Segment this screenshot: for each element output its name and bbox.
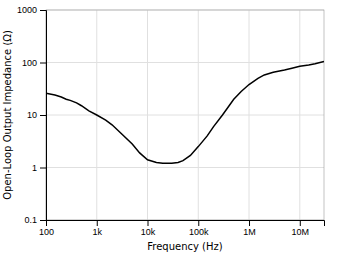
x-axis-tick: 10M bbox=[292, 220, 310, 237]
y-axis-tick-mark bbox=[40, 220, 46, 221]
grid-line-y bbox=[46, 115, 324, 116]
y-axis-tick-mark bbox=[40, 10, 46, 11]
x-axis-title: Frequency (Hz) bbox=[147, 241, 223, 252]
x-axis-tick-label: 100k bbox=[189, 227, 209, 237]
y-axis-tick-mark bbox=[40, 115, 46, 116]
x-axis-tick-mark bbox=[97, 220, 98, 226]
impedance-line bbox=[46, 61, 324, 163]
y-axis-tick-label: 1 bbox=[32, 163, 37, 173]
y-axis-tick-label: 0.1 bbox=[24, 215, 37, 225]
y-axis-tick: 10 bbox=[27, 110, 46, 120]
y-axis-tick-label: 100 bbox=[22, 58, 37, 68]
x-axis-tick-mark bbox=[198, 220, 199, 226]
x-axis-tick: 100 bbox=[39, 220, 54, 237]
x-axis-tick-label: 1k bbox=[92, 227, 102, 237]
x-axis-tick-label: 100 bbox=[39, 227, 54, 237]
x-axis-tick-mark bbox=[300, 220, 301, 226]
x-axis-tick: 1M bbox=[243, 220, 256, 237]
grid-line-y bbox=[46, 167, 324, 168]
y-axis: 0.1 1 10 100 1000 bbox=[17, 5, 47, 225]
plot-area: 100 1k 10k 100k 1M 10M 0.1 1 10 100 1000 bbox=[17, 5, 325, 237]
y-axis-tick-label: 1000 bbox=[17, 5, 37, 15]
y-axis-title: Open-Loop Output Impedance (Ω) bbox=[2, 30, 13, 200]
series bbox=[46, 61, 324, 163]
x-axis-tick-label: 10k bbox=[141, 227, 156, 237]
y-axis-tick-mark bbox=[40, 168, 46, 169]
grid bbox=[46, 10, 324, 220]
x-axis-tick-label: 1M bbox=[243, 227, 256, 237]
y-axis-tick-label: 10 bbox=[27, 110, 37, 120]
x-axis: 100 1k 10k 100k 1M 10M bbox=[39, 220, 325, 237]
x-axis-tick-mark bbox=[148, 220, 149, 226]
y-axis-tick: 1000 bbox=[17, 5, 46, 15]
y-axis-tick-mark bbox=[40, 63, 46, 64]
y-axis-tick: 1 bbox=[32, 163, 46, 173]
plot-frame bbox=[46, 10, 324, 220]
y-axis-tick: 100 bbox=[22, 58, 46, 68]
x-axis-tick: 100k bbox=[189, 220, 209, 237]
x-axis-tick: 10k bbox=[141, 220, 156, 237]
grid-line-y bbox=[46, 62, 324, 63]
x-axis-tick-label: 10M bbox=[292, 227, 310, 237]
y-axis-tick: 0.1 bbox=[24, 215, 46, 225]
chart: 100 1k 10k 100k 1M 10M 0.1 1 10 100 1000 Frequency … bbox=[0, 0, 340, 254]
x-axis-tick: 1k bbox=[92, 220, 102, 237]
x-axis-line bbox=[47, 221, 325, 227]
y-axis-line bbox=[40, 11, 47, 221]
x-axis-tick-mark bbox=[249, 220, 250, 226]
